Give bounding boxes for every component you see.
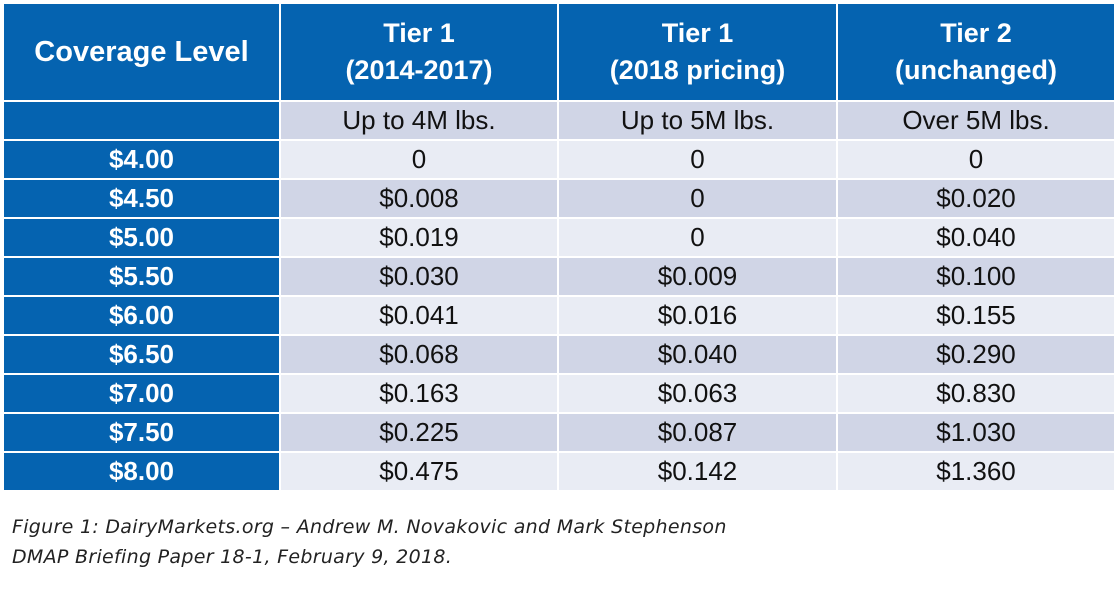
header-tier1-2018-line2: (2018 pricing): [609, 55, 786, 85]
table-row: $4.00 0 0 0: [2, 139, 1116, 180]
coverage-level-cell: $8.00: [2, 451, 281, 492]
subheader-cell: Over 5M lbs.: [836, 100, 1116, 141]
table-cell: $0.475: [279, 451, 559, 492]
table-row: $5.50 $0.030 $0.009 $0.100: [2, 256, 1116, 297]
table-cell: $1.360: [836, 451, 1116, 492]
table-cell: $0.155: [836, 295, 1116, 336]
coverage-level-cell: $6.00: [2, 295, 281, 336]
caption-line-2: DMAP Briefing Paper 18-1, February 9, 20…: [12, 546, 453, 568]
header-coverage-level: Coverage Level: [2, 2, 281, 102]
header-tier2-line1: Tier 2: [940, 18, 1012, 48]
table-cell: $0.290: [836, 334, 1116, 375]
table-body: Up to 4M lbs. Up to 5M lbs. Over 5M lbs.…: [2, 100, 1116, 492]
subheader-cell: Up to 4M lbs.: [279, 100, 559, 141]
table-cell: 0: [279, 139, 559, 180]
coverage-level-cell: $7.50: [2, 412, 281, 453]
table-cell: $0.020: [836, 178, 1116, 219]
table-cell: $0.068: [279, 334, 559, 375]
table-row: $5.00 $0.019 0 $0.040: [2, 217, 1116, 258]
table-cell: $0.019: [279, 217, 559, 258]
table-cell: $0.100: [836, 256, 1116, 297]
caption-line-1: Figure 1: DairyMarkets.org – Andrew M. N…: [12, 516, 727, 538]
table-row: $6.50 $0.068 $0.040 $0.290: [2, 334, 1116, 375]
coverage-level-cell: $7.00: [2, 373, 281, 414]
table-cell: $0.830: [836, 373, 1116, 414]
table-row: $7.50 $0.225 $0.087 $1.030: [2, 412, 1116, 453]
coverage-pricing-table: Coverage Level Tier 1 (2014-2017) Tier 1…: [2, 2, 1116, 492]
subheader-row: Up to 4M lbs. Up to 5M lbs. Over 5M lbs.: [2, 100, 1116, 141]
header-tier1-2018-line1: Tier 1: [661, 18, 734, 48]
coverage-level-cell: $5.50: [2, 256, 281, 297]
header-tier1-2014: Tier 1 (2014-2017): [279, 2, 559, 102]
table-cell: $0.063: [557, 373, 838, 414]
table-cell: $0.087: [557, 412, 838, 453]
table-cell: $0.225: [279, 412, 559, 453]
header-tier2: Tier 2 (unchanged): [836, 2, 1116, 102]
header-tier1-2014-line1: Tier 1: [383, 18, 455, 48]
table-cell: $0.016: [557, 295, 838, 336]
subheader-blank-cell: [2, 100, 281, 141]
coverage-level-cell: $4.00: [2, 139, 281, 180]
header-tier2-line2: (unchanged): [895, 55, 1057, 85]
header-tier1-2018: Tier 1 (2018 pricing): [557, 2, 838, 102]
table-row: $7.00 $0.163 $0.063 $0.830: [2, 373, 1116, 414]
table-cell: $0.163: [279, 373, 559, 414]
table-cell: $0.142: [557, 451, 838, 492]
header-row: Coverage Level Tier 1 (2014-2017) Tier 1…: [2, 2, 1116, 102]
table-cell: $0.040: [836, 217, 1116, 258]
subheader-cell: Up to 5M lbs.: [557, 100, 838, 141]
figure-caption: Figure 1: DairyMarkets.org – Andrew M. N…: [12, 512, 727, 572]
table-cell: 0: [557, 178, 838, 219]
coverage-level-cell: $5.00: [2, 217, 281, 258]
coverage-level-cell: $6.50: [2, 334, 281, 375]
table-cell: 0: [557, 217, 838, 258]
table-cell: 0: [557, 139, 838, 180]
table-row: $6.00 $0.041 $0.016 $0.155: [2, 295, 1116, 336]
coverage-level-cell: $4.50: [2, 178, 281, 219]
table-cell: $0.040: [557, 334, 838, 375]
table-cell: $0.008: [279, 178, 559, 219]
table-row: $8.00 $0.475 $0.142 $1.360: [2, 451, 1116, 492]
table-cell: 0: [836, 139, 1116, 180]
header-tier1-2014-line2: (2014-2017): [345, 55, 493, 85]
table-cell: $0.030: [279, 256, 559, 297]
table-row: $4.50 $0.008 0 $0.020: [2, 178, 1116, 219]
table-cell: $1.030: [836, 412, 1116, 453]
table-cell: $0.009: [557, 256, 838, 297]
table-cell: $0.041: [279, 295, 559, 336]
